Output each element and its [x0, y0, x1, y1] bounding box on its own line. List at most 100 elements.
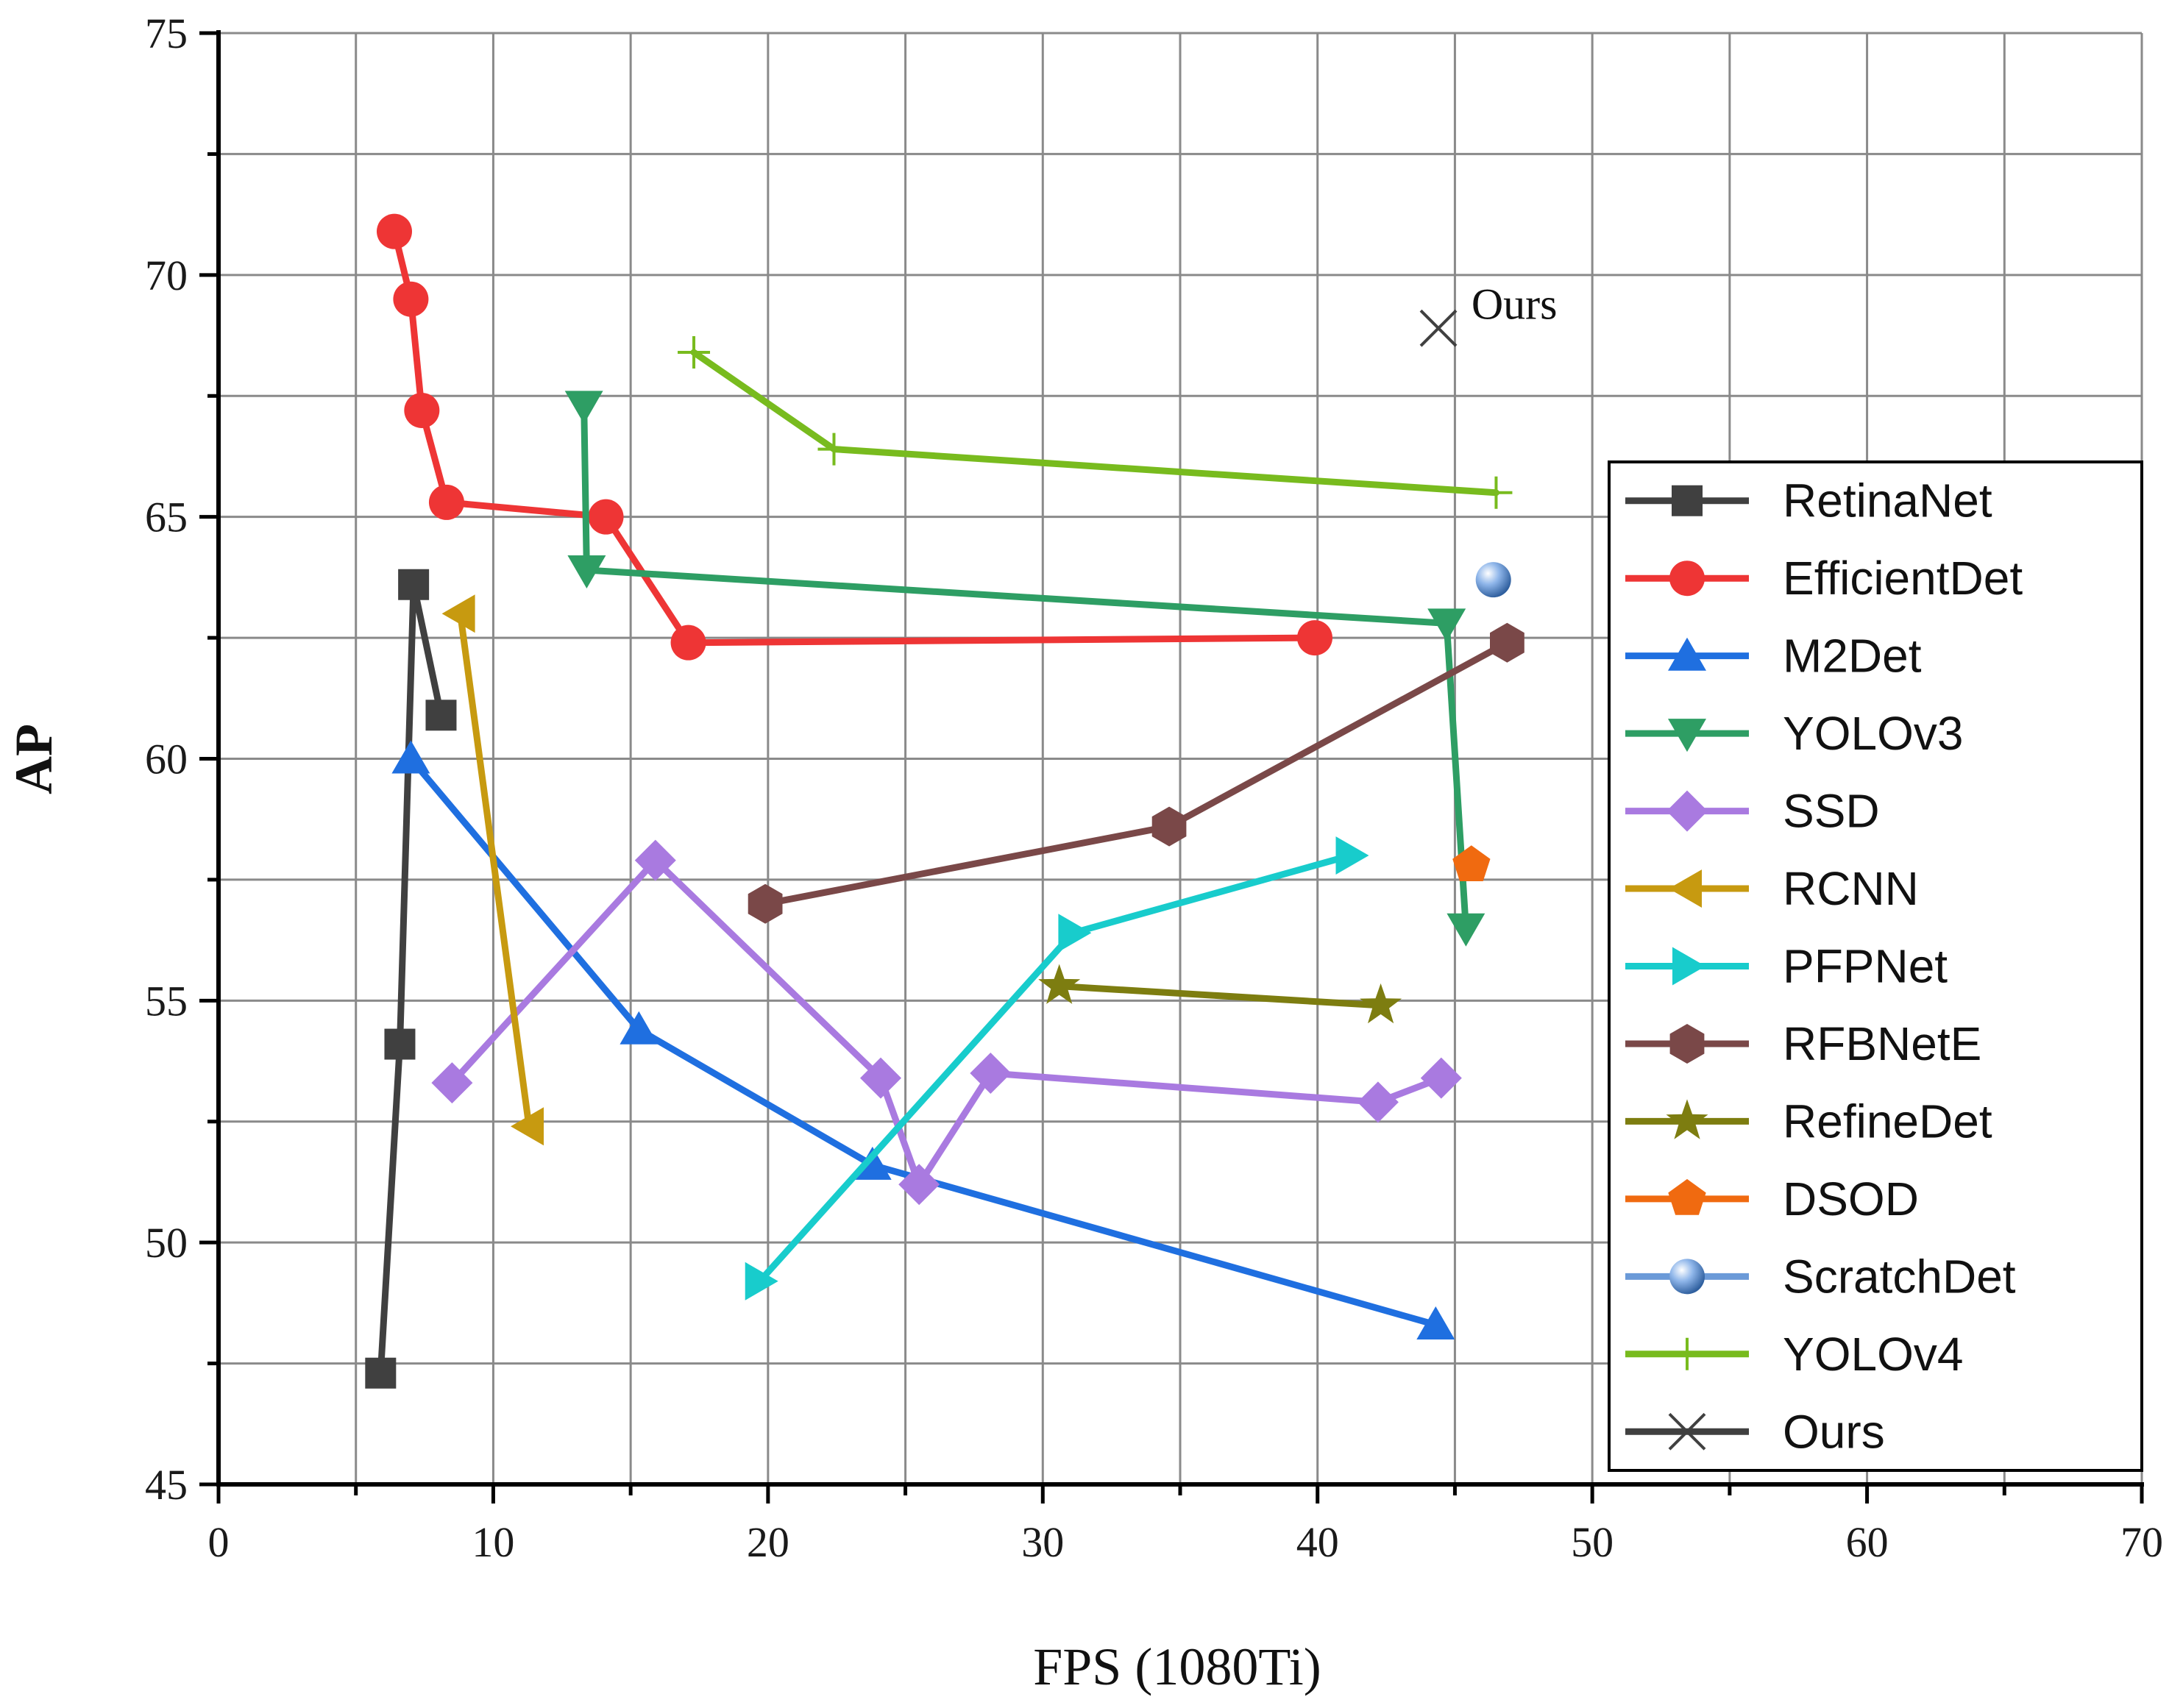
data-point-rfbnete [1151, 806, 1187, 847]
legend-item-efficientdet: EfficientDet [1625, 552, 2023, 605]
data-point-retinanet [425, 700, 457, 731]
legend-marker [1672, 947, 1705, 986]
data-point-dsod [1452, 845, 1491, 881]
data-point-pfpnet [1058, 914, 1092, 953]
series-line-m2det [407, 755, 1439, 1328]
series-scratchdet [1475, 562, 1511, 598]
data-point-yolov4 [817, 433, 851, 466]
series-ssd [431, 839, 1462, 1206]
y-axis-title: AP [4, 724, 63, 794]
legend-label: Ours [1783, 1405, 1885, 1458]
data-point-ours [1419, 309, 1458, 347]
y-tick-label: 60 [145, 736, 188, 783]
legend-item-dsod: DSOD [1625, 1173, 1919, 1225]
legend-marker [1669, 1024, 1705, 1064]
series-line-rcnn [457, 610, 533, 1130]
series-efficientdet [376, 213, 1332, 661]
data-point-yolov3 [1427, 608, 1466, 642]
legend-label: RetinaNet [1783, 474, 1992, 527]
legend-item-scratchdet: ScratchDet [1625, 1250, 2016, 1303]
x-tick-label: 70 [2120, 1518, 2163, 1566]
series-yolov3 [564, 391, 1485, 947]
series-ours [1419, 309, 1458, 347]
legend-item-yolov3: YOLOv3 [1625, 707, 1963, 760]
legend-marker [1668, 637, 1706, 671]
legend-label: YOLOv4 [1783, 1328, 1963, 1381]
series-dsod [1452, 845, 1491, 881]
y-tick-label: 75 [145, 10, 188, 57]
legend-marker [1668, 719, 1706, 752]
data-point-ssd [860, 1057, 901, 1099]
data-point-efficientdet [1296, 620, 1332, 656]
data-point-ssd [431, 1062, 473, 1104]
data-point-pfpnet [1335, 836, 1369, 875]
legend-marker [1666, 1099, 1708, 1139]
data-point-yolov3 [1447, 913, 1485, 947]
y-tick-label: 45 [145, 1461, 188, 1509]
series-yolov4 [678, 336, 1513, 509]
data-point-retinanet [398, 569, 430, 600]
annotation-label: Ours [1472, 280, 1558, 328]
data-point-rfbnete [748, 883, 783, 924]
data-point-ssd [1420, 1057, 1462, 1099]
x-tick-label: 50 [1571, 1518, 1614, 1566]
legend-label: RCNN [1783, 862, 1919, 915]
series-rcnn [441, 594, 544, 1146]
data-point-pfpnet [745, 1262, 778, 1300]
legend-label: DSOD [1783, 1173, 1919, 1225]
series-line-yolov3 [581, 402, 1469, 932]
legend-marker [1668, 1178, 1706, 1215]
legend: RetinaNet EfficientDet M2Det YOLOv3 SSD RCNN P… [1608, 460, 2143, 1472]
x-tick-label: 20 [747, 1518, 789, 1566]
data-point-efficientdet [670, 625, 706, 661]
data-point-efficientdet [428, 484, 464, 520]
x-tick-label: 0 [208, 1518, 230, 1566]
legend-marker [1668, 1412, 1706, 1451]
data-point-m2det [391, 740, 430, 774]
series-pfpnet [745, 836, 1369, 1300]
data-point-m2det [1416, 1306, 1455, 1339]
legend-item-pfpnet: PFPNet [1625, 940, 1948, 993]
data-point-refinedet [1038, 964, 1081, 1004]
data-point-yolov3 [564, 391, 603, 424]
data-point-efficientdet [376, 213, 412, 249]
ticks: 0 10 20 30 40 50 60 70 45 50 55 60 65 70 75 [145, 10, 2163, 1566]
data-point-efficientdet [588, 499, 624, 535]
data-point-yolov4 [1480, 476, 1513, 509]
annotations: Ours [1472, 280, 1558, 328]
legend-label: YOLOv3 [1783, 707, 1963, 760]
legend-item-m2det: M2Det [1625, 630, 1922, 683]
x-axis-title: FPS (1080Ti) [1033, 1637, 1321, 1696]
series-line-refinedet [1056, 983, 1385, 1009]
data-point-rfbnete [1490, 622, 1524, 663]
legend-marker [1669, 561, 1705, 597]
series-line-retinanet [377, 581, 444, 1377]
legend-label: PFPNet [1783, 940, 1948, 993]
data-point-efficientdet [404, 392, 440, 428]
data-point-efficientdet [393, 281, 429, 317]
legend-item-yolov4: YOLOv4 [1625, 1328, 1963, 1381]
series-rfbnete [748, 622, 1524, 924]
data-point-ssd [970, 1053, 1012, 1094]
legend-item-retinanet: RetinaNet [1625, 474, 1992, 527]
legend-item-refinedet: RefineDet [1625, 1095, 1992, 1147]
legend-marker [1672, 485, 1703, 516]
x-tick-label: 60 [1846, 1518, 1889, 1566]
data-point-ssd [1357, 1081, 1399, 1123]
data-point-yolov3 [567, 555, 606, 588]
x-tick-label: 10 [472, 1518, 514, 1566]
y-tick-label: 65 [145, 494, 188, 541]
data-point-scratchdet [1475, 562, 1511, 598]
legend-label: SSD [1783, 785, 1880, 838]
legend-marker [1669, 869, 1702, 908]
legend-label: ScratchDet [1783, 1250, 2016, 1303]
series-m2det [391, 740, 1455, 1339]
data-point-ssd [634, 839, 676, 881]
series-layer [365, 213, 1524, 1389]
legend-item-ours: Ours [1625, 1405, 1885, 1458]
data-point-ssd [898, 1164, 940, 1206]
legend-label: RefineDet [1783, 1095, 1992, 1147]
legend-label: EfficientDet [1783, 552, 2023, 605]
legend-label: M2Det [1783, 630, 1922, 683]
